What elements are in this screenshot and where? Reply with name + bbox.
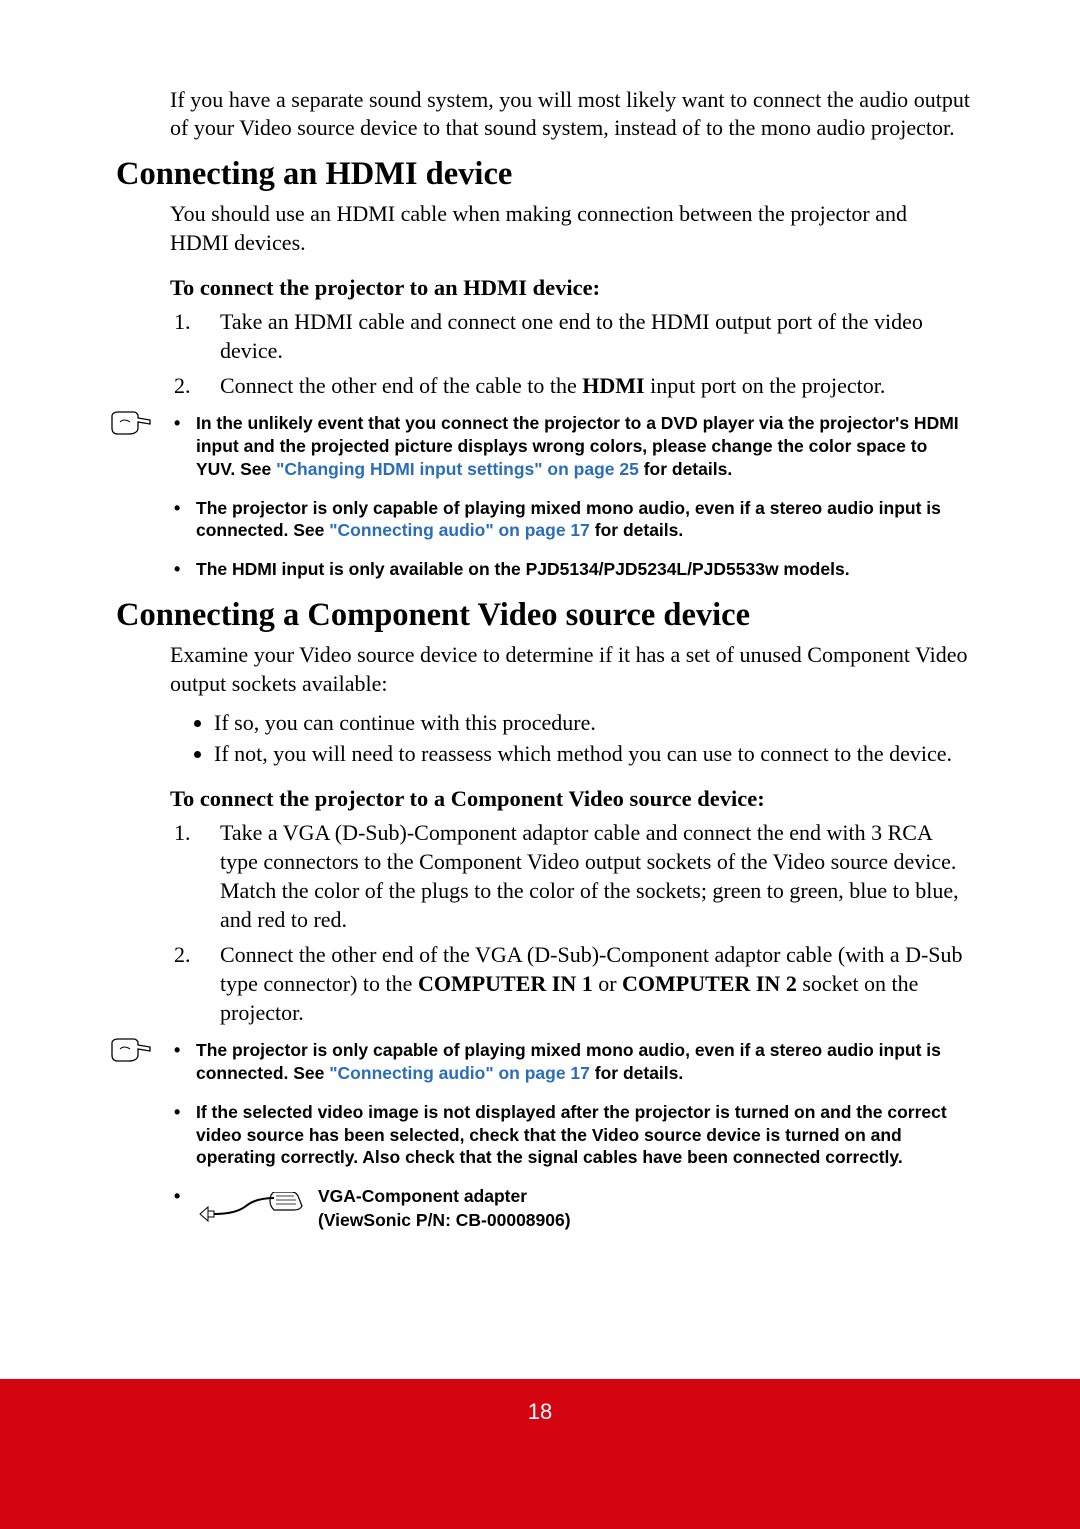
component-step-1: Take a VGA (D-Sub)-Component adaptor cab… <box>196 818 970 934</box>
page-number: 18 <box>0 1399 1080 1425</box>
hdmi-lead: You should use an HDMI cable when making… <box>170 199 970 257</box>
link-hdmi-settings[interactable]: "Changing HDMI input settings" on page 2… <box>276 459 639 479</box>
hdmi-subhead: To connect the projector to an HDMI devi… <box>170 275 970 301</box>
component-lead: Examine your Video source device to dete… <box>170 640 970 698</box>
heading-hdmi: Connecting an HDMI device <box>116 156 970 193</box>
component-subhead: To connect the projector to a Component … <box>170 786 970 812</box>
pointing-hand-icon <box>110 410 154 438</box>
component-notes: The projector is only capable of playing… <box>140 1039 970 1232</box>
heading-component: Connecting a Component Video source devi… <box>116 597 970 634</box>
hdmi-step-2: Connect the other end of the cable to th… <box>196 371 970 400</box>
component-step-2: Connect the other end of the VGA (D-Sub)… <box>196 940 970 1027</box>
component-bullets: If so, you can continue with this proced… <box>214 708 970 768</box>
page: If you have a separate sound system, you… <box>0 0 1080 1529</box>
pointing-hand-icon <box>110 1037 154 1065</box>
component-note-2: If the selected video image is not displ… <box>196 1101 966 1169</box>
hdmi-steps: Take an HDMI cable and connect one end t… <box>196 307 970 400</box>
component-note-1: The projector is only capable of playing… <box>196 1039 966 1085</box>
hdmi-note-1: In the unlikely event that you connect t… <box>196 412 966 480</box>
component-steps: Take a VGA (D-Sub)-Component adaptor cab… <box>196 818 970 1027</box>
component-note-adapter: VGA-Component adapter (ViewSonic P/N: CB… <box>196 1185 966 1232</box>
page-footer: 18 <box>0 1359 1080 1529</box>
intro-paragraph: If you have a separate sound system, you… <box>170 86 970 142</box>
adapter-name: VGA-Component adapter <box>318 1185 571 1209</box>
hdmi-note-3: The HDMI input is only available on the … <box>196 558 966 581</box>
adapter-pn: (ViewSonic P/N: CB-00008906) <box>318 1209 571 1233</box>
hdmi-note-2: The projector is only capable of playing… <box>196 497 966 543</box>
hdmi-notes: In the unlikely event that you connect t… <box>140 412 970 581</box>
link-connecting-audio[interactable]: "Connecting audio" on page 17 <box>329 520 590 540</box>
vga-adapter-icon <box>196 1192 306 1226</box>
component-bul-2: If not, you will need to reassess which … <box>214 739 970 768</box>
hdmi-step-1: Take an HDMI cable and connect one end t… <box>196 307 970 365</box>
link-connecting-audio-2[interactable]: "Connecting audio" on page 17 <box>329 1063 590 1083</box>
component-bul-1: If so, you can continue with this proced… <box>214 708 970 737</box>
